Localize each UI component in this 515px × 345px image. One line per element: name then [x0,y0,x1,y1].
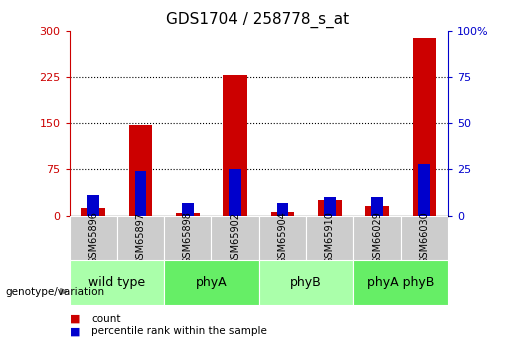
Bar [277,203,288,216]
Bar [306,216,353,260]
Bar [129,125,152,216]
Text: GSM65902: GSM65902 [230,211,240,265]
Text: GSM65910: GSM65910 [325,211,335,265]
Text: GDS1704 / 258778_s_at: GDS1704 / 258778_s_at [166,12,349,28]
Bar [270,212,294,216]
Text: GSM65898: GSM65898 [183,211,193,265]
Bar [164,260,259,305]
Text: phyB: phyB [290,276,322,289]
Bar [229,169,241,216]
Text: wild type: wild type [88,276,145,289]
Text: phyA phyB: phyA phyB [367,276,435,289]
Text: GSM66030: GSM66030 [419,212,430,264]
Bar [182,203,194,216]
Bar [353,216,401,260]
Bar [353,260,448,305]
Text: ■: ■ [70,314,80,324]
Text: ■: ■ [70,326,80,336]
Text: count: count [91,314,121,324]
Text: GSM65897: GSM65897 [135,211,146,265]
Bar [259,216,306,260]
Bar [212,216,259,260]
Bar [164,216,212,260]
Bar [81,208,105,216]
Bar [371,197,383,216]
Text: percentile rank within the sample: percentile rank within the sample [91,326,267,336]
Bar [419,164,431,216]
Text: GSM65896: GSM65896 [88,211,98,265]
Text: GSM65904: GSM65904 [278,211,287,265]
Bar [413,38,436,216]
Bar [324,197,336,216]
Bar [259,260,353,305]
Text: GSM66029: GSM66029 [372,211,382,265]
Bar [401,216,448,260]
Bar [224,75,247,216]
Bar [134,171,146,216]
Bar [87,195,99,216]
Bar [176,213,200,216]
Text: genotype/variation: genotype/variation [5,287,104,296]
Bar [117,216,164,260]
Bar [70,216,117,260]
Bar [318,200,341,216]
Bar [365,206,389,216]
Bar [70,260,164,305]
Text: phyA: phyA [196,276,227,289]
